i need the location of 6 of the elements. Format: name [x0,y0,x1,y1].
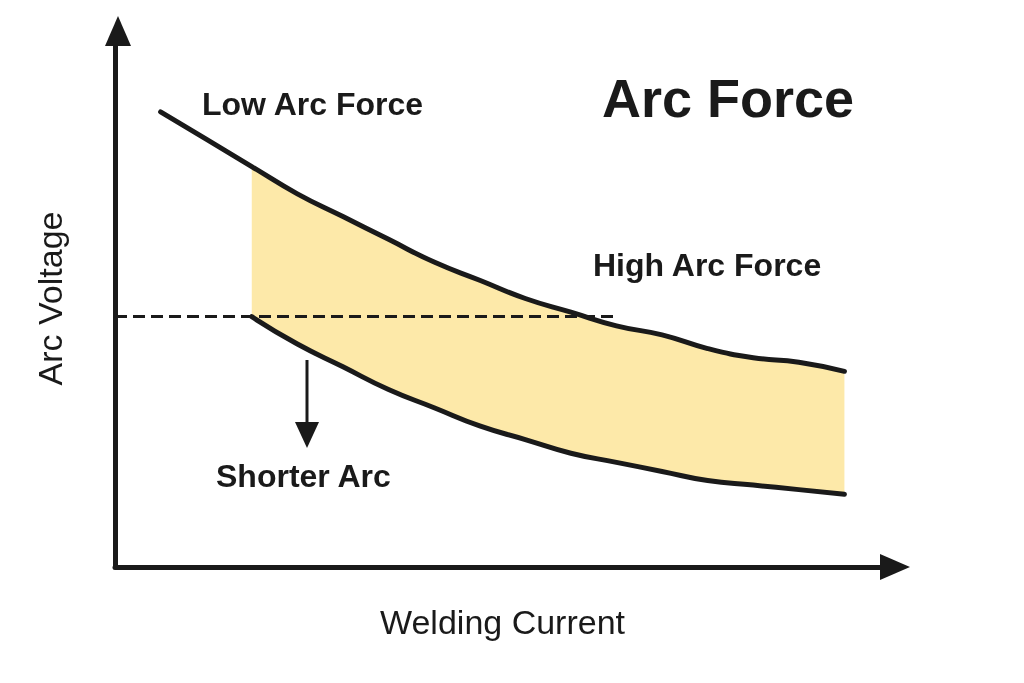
x-axis-title: Welding Current [379,603,626,641]
annotation: Shorter Arc [216,458,391,494]
annotation: High Arc Force [593,247,822,283]
chart-title: Arc Force [602,68,855,128]
annotation: Low Arc Force [202,86,424,122]
y-axis-title: Arc Voltage [31,211,69,386]
